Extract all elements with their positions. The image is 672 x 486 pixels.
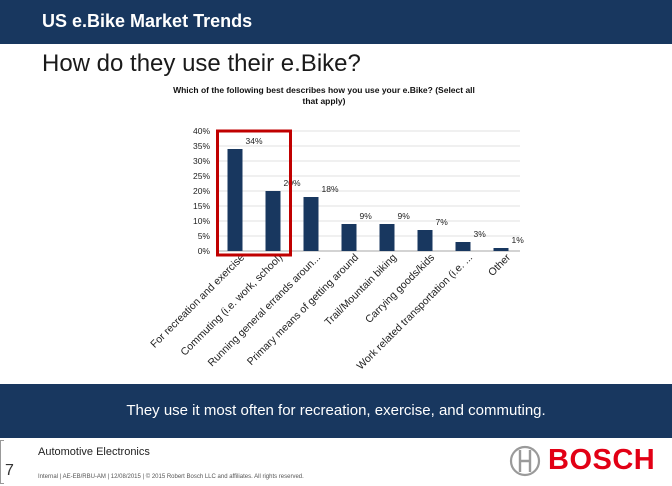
bar [493,248,509,251]
header-title: US e.Bike Market Trends [42,11,253,31]
page-number: 7 [5,462,14,479]
x-tick-label: Carrying goods/kids [363,252,437,326]
bar [417,230,433,251]
footer-legal-text: Internal | AE-EB/RBU-AM | 12/08/2015 | ©… [38,474,304,480]
chart: Which of the following best describes ho… [148,85,525,372]
y-tick-label: 25% [193,171,210,181]
data-label: 20% [284,178,301,188]
data-label: 9% [360,211,373,221]
bosch-wordmark: BOSCH [548,444,656,476]
bar [227,149,243,251]
x-tick-label: Trail/Mountain biking [322,252,399,329]
bar [455,242,471,251]
y-tick-label: 40% [193,126,210,136]
bar [341,224,357,251]
data-label: 9% [398,211,411,221]
slide-title: How do they use their e.Bike? [42,50,361,77]
chart-title: Which of the following best describes ho… [173,85,475,106]
conclusion-bar [0,384,672,438]
y-tick-label: 0% [198,246,211,256]
conclusion-text: They use it most often for recreation, e… [126,402,546,419]
y-tick-label: 15% [193,201,210,211]
bosch-logo: BOSCH [508,444,664,478]
data-label: 1% [512,235,525,245]
y-tick-label: 20% [193,186,210,196]
x-tick-label: Other [486,251,513,278]
page-bracket [0,440,4,484]
y-tick-label: 5% [198,231,211,241]
bar [379,224,395,251]
data-label: 34% [246,136,263,146]
bosch-armature-icon [509,445,541,477]
data-label: 18% [322,184,339,194]
chart-title-line: that apply) [303,96,346,106]
data-label: 3% [474,229,487,239]
data-label: 7% [436,217,449,227]
y-tick-label: 10% [193,216,210,226]
header-bar [0,0,672,44]
highlight-box [216,129,292,257]
y-tick-label: 35% [193,141,210,151]
bar [265,191,281,251]
bar [303,197,319,251]
y-tick-label: 30% [193,156,210,166]
footer-section-label: Automotive Electronics [38,446,150,458]
chart-title-line: Which of the following best describes ho… [173,85,475,95]
